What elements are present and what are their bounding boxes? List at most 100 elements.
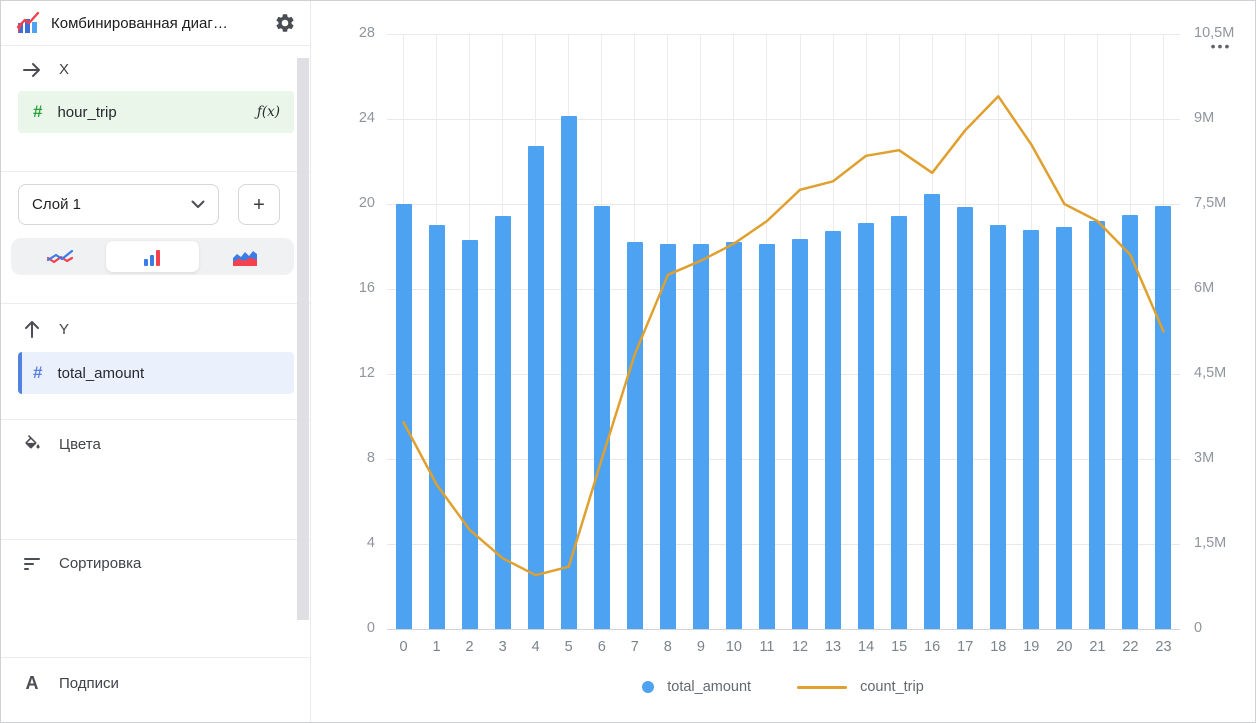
sorting-section[interactable]: Сортировка xyxy=(1,539,310,657)
bar-hour-2[interactable] xyxy=(461,240,478,629)
legend-circle-marker xyxy=(642,681,655,693)
bar-hour-15[interactable] xyxy=(891,215,908,629)
line-chart-icon xyxy=(46,248,74,266)
left-axis-tick-label: 16 xyxy=(358,280,375,296)
bar-hour-23[interactable] xyxy=(1155,206,1172,629)
horizontal-gridline xyxy=(387,288,1180,290)
bar-hour-20[interactable] xyxy=(1056,227,1073,629)
settings-gear-button[interactable] xyxy=(274,12,296,34)
field-hour-trip[interactable]: # hour_trip ƒ(x) xyxy=(18,91,294,133)
y-axis-section-label: Y xyxy=(59,320,70,338)
x-axis-tick-label: 21 xyxy=(1089,639,1106,655)
count-trip-line[interactable] xyxy=(402,95,1165,577)
chart-config-sidebar: Комбинированная диаг… X # hour_trip xyxy=(1,1,311,722)
x-axis-tick-label: 18 xyxy=(990,639,1007,655)
combo-chart-logo-icon xyxy=(15,10,41,36)
arrow-up-icon xyxy=(22,319,42,339)
labels-section[interactable]: A Подписи xyxy=(1,657,310,722)
letter-a-icon: A xyxy=(25,673,39,693)
bar-hour-8[interactable] xyxy=(659,244,676,629)
x-axis-tick-label: 2 xyxy=(465,639,474,655)
bar-hour-3[interactable] xyxy=(494,215,511,629)
bar-hour-5[interactable] xyxy=(560,115,577,629)
layer-select-dropdown[interactable]: Слой 1 xyxy=(18,184,219,225)
bar-hour-10[interactable] xyxy=(725,242,742,629)
layer-select-value: Слой 1 xyxy=(32,196,81,213)
field-name: total_amount xyxy=(57,364,145,382)
sort-lines-icon xyxy=(22,556,42,572)
bar-hour-19[interactable] xyxy=(1023,229,1040,629)
field-total-amount[interactable]: # total_amount xyxy=(18,352,294,394)
colors-section[interactable]: Цвета xyxy=(1,419,310,539)
x-axis-tick-label: 8 xyxy=(663,639,672,655)
legend-label: count_trip xyxy=(860,679,924,695)
bar-hour-4[interactable] xyxy=(527,145,544,629)
x-axis-section: X # hour_trip ƒ(x) xyxy=(1,46,310,171)
count-trip-line-layer xyxy=(402,95,1165,577)
bar-hour-16[interactable] xyxy=(924,194,941,629)
bar-hour-14[interactable] xyxy=(858,223,875,629)
arrow-right-icon xyxy=(22,62,42,78)
x-axis-tick-label: 1 xyxy=(432,639,441,655)
field-name: hour_trip xyxy=(57,103,117,121)
bar-hour-9[interactable] xyxy=(692,244,709,629)
bar-hour-1[interactable] xyxy=(428,225,445,629)
bar-hour-18[interactable] xyxy=(990,225,1007,629)
chart-canvas: ••• total_amount count_trip 0 0 4 1,5M 8 3M 12… xyxy=(311,1,1255,722)
bar-hour-21[interactable] xyxy=(1089,221,1106,629)
colors-section-label: Цвета xyxy=(59,436,101,453)
x-axis-tick-label: 11 xyxy=(759,639,775,655)
bar-hour-0[interactable] xyxy=(395,204,412,629)
right-axis-tick-label: 1,5M xyxy=(1194,535,1227,551)
legend-item-total-amount[interactable]: total_amount xyxy=(642,679,751,695)
right-axis-tick-label: 9M xyxy=(1194,110,1215,126)
right-axis-tick-label: 10,5M xyxy=(1194,25,1235,41)
right-axis-tick-label: 0 xyxy=(1194,620,1203,636)
left-axis-tick-label: 0 xyxy=(366,620,375,636)
bar-hour-22[interactable] xyxy=(1122,214,1139,629)
x-axis-tick-label: 22 xyxy=(1122,639,1139,655)
chart-type-line-option[interactable] xyxy=(14,241,106,272)
bar-hour-13[interactable] xyxy=(825,230,842,629)
sidebar-scrollbar-thumb[interactable] xyxy=(297,58,309,620)
horizontal-gridline xyxy=(387,118,1180,120)
chart-type-bar-option[interactable] xyxy=(106,241,199,272)
area-chart-icon xyxy=(231,248,259,266)
x-axis-tick-label: 4 xyxy=(531,639,540,655)
bar-hour-11[interactable] xyxy=(758,244,775,629)
bar-chart-icon xyxy=(140,248,164,266)
x-axis-tick-label: 16 xyxy=(924,639,941,655)
legend-item-count-trip[interactable]: count_trip xyxy=(797,679,924,695)
bar-hour-17[interactable] xyxy=(957,207,974,629)
chart-type-area-option[interactable] xyxy=(199,241,291,272)
x-axis-tick-label: 5 xyxy=(564,639,573,655)
chart-legend: total_amount count_trip xyxy=(311,679,1255,695)
legend-label: total_amount xyxy=(667,679,752,695)
x-axis-tick-label: 15 xyxy=(891,639,908,655)
formula-fx-button[interactable]: ƒ(x) xyxy=(256,104,280,120)
right-axis-tick-label: 7,5M xyxy=(1194,195,1227,211)
bar-hour-6[interactable] xyxy=(593,206,610,629)
x-axis-tick-label: 9 xyxy=(696,639,705,655)
horizontal-gridline xyxy=(387,458,1180,460)
chart-more-menu-button[interactable]: ••• xyxy=(1204,37,1238,55)
chart-type-switcher xyxy=(11,238,294,275)
right-axis-tick-label: 3M xyxy=(1194,450,1215,466)
chart-title: Комбинированная диаг… xyxy=(51,14,228,32)
bar-hour-12[interactable] xyxy=(792,239,809,629)
x-axis-tick-label: 10 xyxy=(725,639,742,655)
right-axis-tick-label: 4,5M xyxy=(1194,365,1227,381)
add-layer-button[interactable]: + xyxy=(238,184,280,225)
y-axis-section-header: Y xyxy=(1,304,310,339)
x-axis-tick-label: 3 xyxy=(498,639,507,655)
left-axis-tick-label: 4 xyxy=(366,535,375,551)
y-axis-section: Y # total_amount xyxy=(1,303,310,419)
horizontal-gridline xyxy=(387,33,1180,35)
sorting-section-label: Сортировка xyxy=(59,555,142,572)
layer-row: Слой 1 + xyxy=(1,172,310,225)
left-axis-tick-label: 20 xyxy=(358,195,375,211)
bar-hour-7[interactable] xyxy=(626,242,643,629)
chevron-down-icon xyxy=(191,200,205,209)
left-axis-tick-label: 12 xyxy=(358,365,375,381)
